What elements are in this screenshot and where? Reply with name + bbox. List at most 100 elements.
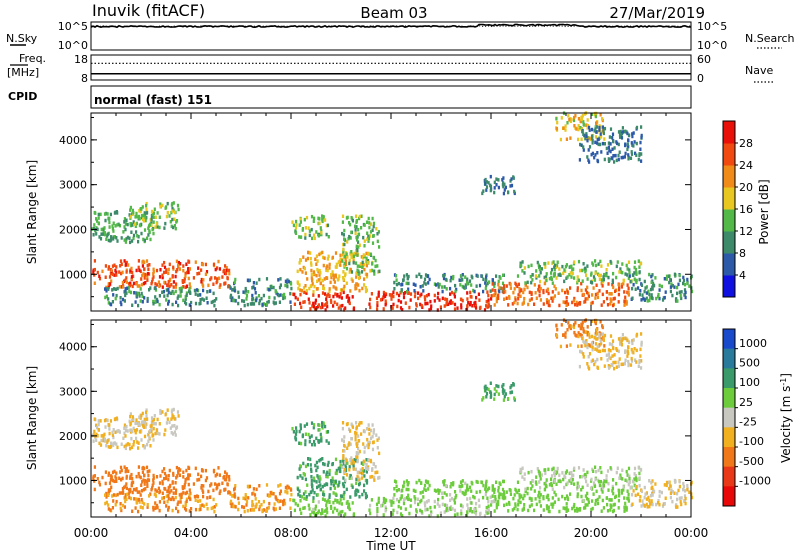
power-cell bbox=[216, 277, 219, 281]
velocity-cell bbox=[492, 499, 495, 504]
power-cell bbox=[145, 207, 148, 212]
power-cell bbox=[196, 293, 200, 297]
power-cell bbox=[167, 280, 170, 284]
power-cell bbox=[565, 296, 568, 300]
power-cell bbox=[344, 306, 347, 310]
velocity-cell bbox=[395, 480, 398, 484]
velocity-cell bbox=[167, 497, 170, 501]
power-cell bbox=[300, 305, 303, 309]
power-cell bbox=[168, 214, 171, 218]
power-cell bbox=[143, 267, 146, 271]
velocity-cell bbox=[478, 504, 481, 508]
power-cell bbox=[633, 271, 636, 275]
power-cell bbox=[315, 306, 318, 310]
power-cell bbox=[594, 135, 598, 139]
velocity-cell bbox=[363, 483, 366, 488]
power-cell bbox=[634, 151, 637, 156]
power-cell bbox=[184, 285, 187, 289]
velocity-cell bbox=[142, 478, 145, 482]
power-cell bbox=[352, 254, 355, 259]
velocity-cell bbox=[231, 502, 234, 506]
power-cell bbox=[633, 265, 636, 270]
power-cell bbox=[369, 269, 372, 273]
velocity-cell bbox=[377, 476, 380, 480]
power-cell bbox=[321, 214, 324, 218]
power-cell bbox=[152, 272, 155, 276]
power-cell bbox=[363, 244, 366, 248]
cpid-label: CPID bbox=[8, 90, 37, 103]
velocity-cell bbox=[286, 484, 289, 489]
velocity-cell bbox=[151, 486, 154, 490]
power-cell bbox=[194, 301, 198, 306]
velocity-cell bbox=[318, 459, 321, 463]
power-cell bbox=[591, 112, 594, 116]
power-colorbar-segment bbox=[723, 209, 735, 232]
velocity-cell bbox=[154, 506, 157, 510]
velocity-cell bbox=[237, 501, 240, 505]
velocity-cell bbox=[145, 408, 148, 412]
power-cell bbox=[345, 252, 348, 256]
power-cell bbox=[409, 298, 412, 302]
power-cell bbox=[648, 298, 651, 303]
power-cell bbox=[539, 286, 542, 291]
velocity-cell bbox=[576, 485, 579, 489]
power-cell bbox=[469, 300, 472, 305]
velocity-cell bbox=[450, 482, 453, 486]
velocity-cell bbox=[269, 493, 272, 498]
power-cell bbox=[640, 152, 643, 156]
power-cell bbox=[146, 276, 149, 280]
velocity-cell bbox=[587, 497, 590, 502]
power-cell bbox=[318, 221, 321, 225]
velocity-cell bbox=[546, 494, 550, 498]
power-cell bbox=[495, 183, 498, 187]
velocity-cell bbox=[184, 503, 187, 507]
power-cell bbox=[582, 120, 585, 124]
velocity-cell bbox=[213, 509, 216, 514]
velocity-cell bbox=[584, 472, 587, 477]
velocity-cell bbox=[564, 496, 567, 501]
power-cell bbox=[322, 255, 325, 260]
velocity-cell bbox=[111, 470, 115, 475]
power-cell bbox=[602, 277, 605, 282]
power-cell bbox=[274, 289, 277, 293]
power-cell bbox=[475, 306, 478, 310]
power-cell bbox=[277, 278, 280, 282]
velocity-cell bbox=[277, 499, 280, 504]
velocity-cell bbox=[593, 336, 596, 340]
velocity-cell bbox=[537, 494, 540, 498]
velocity-cell bbox=[628, 474, 631, 478]
velocity-cell bbox=[669, 495, 672, 500]
power-cell bbox=[571, 300, 574, 305]
velocity-cell bbox=[519, 467, 522, 472]
power-cell bbox=[600, 264, 603, 268]
power-cell bbox=[495, 177, 498, 181]
velocity-cell bbox=[319, 477, 322, 481]
velocity-cell bbox=[251, 507, 254, 512]
power-cell bbox=[294, 226, 298, 230]
power-cell bbox=[108, 220, 111, 225]
power-cell bbox=[210, 300, 213, 305]
power-cell bbox=[588, 136, 591, 141]
velocity-cell bbox=[223, 477, 226, 482]
velocity-cell bbox=[591, 358, 594, 362]
power-cell bbox=[405, 273, 408, 277]
velocity-cell bbox=[221, 481, 224, 485]
velocity-cell bbox=[177, 509, 180, 514]
velocity-cell bbox=[354, 431, 357, 435]
velocity-cell bbox=[586, 503, 589, 507]
power-cell bbox=[686, 281, 689, 286]
velocity-cell bbox=[657, 499, 660, 503]
velocity-cell bbox=[423, 487, 426, 491]
power-cell bbox=[206, 290, 209, 294]
velocity-cell bbox=[595, 330, 598, 334]
power-cell bbox=[344, 259, 347, 264]
power-cell bbox=[384, 292, 387, 296]
power-cell bbox=[649, 296, 652, 300]
velocity-cell bbox=[246, 509, 249, 513]
power-cell bbox=[441, 289, 444, 294]
velocity-cell bbox=[205, 476, 209, 480]
x-tick-label: 04:00 bbox=[174, 526, 209, 540]
power-cell bbox=[334, 273, 337, 277]
power-cell bbox=[374, 264, 377, 269]
power-cell bbox=[575, 127, 578, 131]
